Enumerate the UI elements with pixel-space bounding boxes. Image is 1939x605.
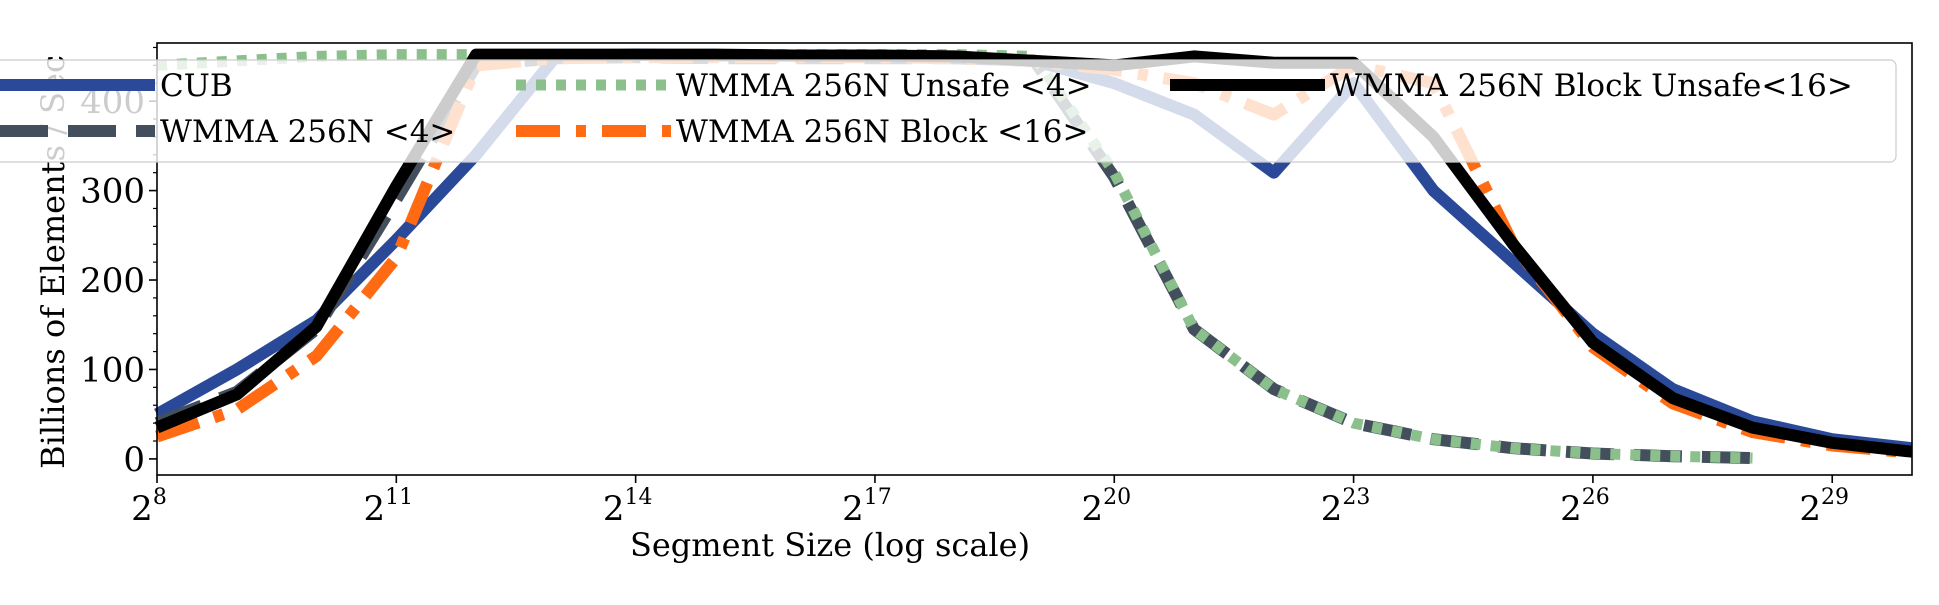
y-tick-label: 300 (80, 172, 145, 212)
x-tick-base: 2 (131, 489, 153, 529)
x-tick-label: 211 (363, 485, 413, 529)
x-tick-exponent: 20 (1103, 485, 1131, 510)
x-tick-exponent: 17 (864, 485, 892, 510)
y-tick-label: 0 (123, 440, 145, 480)
legend-label-3: WMMA 256N Unsafe <4> (676, 68, 1092, 104)
x-tick-base: 2 (842, 489, 864, 529)
legend-label-2: WMMA 256N <4> (160, 114, 455, 150)
legend-label-5: WMMA 256N Block Unsafe<16> (1330, 68, 1853, 104)
x-tick-label: 214 (603, 485, 653, 529)
x-tick-base: 2 (1799, 489, 1821, 529)
x-tick-base: 2 (1321, 489, 1343, 529)
legend-label-1: CUB (160, 68, 233, 104)
legend-box (0, 59, 1897, 163)
series-line-3 (156, 49, 1753, 464)
x-tick-base: 2 (603, 489, 625, 529)
x-tick-label: 226 (1560, 485, 1610, 529)
x-axis-ticks: 28 211 214 217 220 223 226 229 (131, 475, 1849, 529)
x-tick-label: 220 (1081, 485, 1131, 529)
x-tick-label: 217 (842, 485, 892, 529)
x-tick-exponent: 11 (385, 485, 413, 510)
legend-label-4: WMMA 256N Block <16> (676, 114, 1089, 150)
x-tick-label: 28 (131, 485, 167, 529)
y-tick-label: 100 (80, 350, 145, 390)
x-tick-exponent: 8 (153, 485, 167, 510)
axes-frame (156, 42, 1913, 476)
y-tick-label: 200 (80, 261, 145, 301)
x-tick-exponent: 26 (1582, 485, 1610, 510)
x-tick-label: 229 (1799, 485, 1849, 529)
x-axis-title: Segment Size (log scale) (630, 526, 1030, 564)
x-tick-base: 2 (1560, 489, 1582, 529)
x-tick-exponent: 14 (624, 485, 652, 510)
x-tick-exponent: 23 (1342, 485, 1370, 510)
legend: CUB WMMA 256N <4> WMMA 256N Unsafe <4> WMMA… (0, 59, 1897, 163)
x-tick-exponent: 29 (1821, 485, 1849, 510)
x-tick-base: 2 (1081, 489, 1103, 529)
x-tick-base: 2 (363, 489, 385, 529)
x-tick-label: 223 (1321, 485, 1371, 529)
